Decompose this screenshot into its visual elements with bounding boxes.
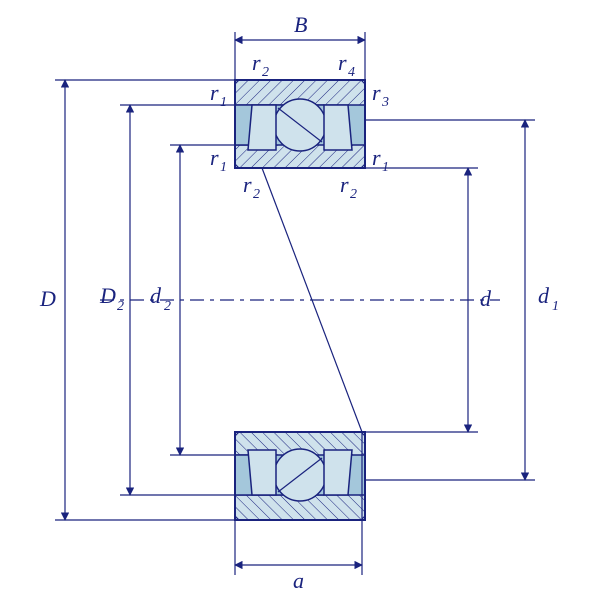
top-section	[235, 80, 365, 168]
svg-text:r: r	[252, 50, 261, 75]
label-d1: d	[538, 283, 550, 308]
label-B: B	[294, 12, 307, 37]
svg-text:r: r	[372, 80, 381, 105]
label-d2-sub: 2	[164, 299, 171, 314]
svg-text:2: 2	[350, 187, 357, 202]
svg-text:4: 4	[348, 65, 355, 80]
label-d: d	[480, 286, 492, 311]
label-d1-sub: 1	[552, 299, 559, 314]
svg-text:r: r	[338, 50, 347, 75]
bottom-section	[235, 432, 365, 520]
svg-text:r: r	[210, 80, 219, 105]
label-D2: D	[99, 283, 116, 308]
svg-text:r: r	[210, 145, 219, 170]
label-D2-sub: 2	[117, 299, 124, 314]
svg-text:2: 2	[253, 187, 260, 202]
label-a: a	[293, 568, 304, 593]
svg-text:2: 2	[262, 65, 269, 80]
svg-text:r: r	[243, 172, 252, 197]
svg-text:3: 3	[381, 95, 389, 110]
label-d2: d	[150, 283, 162, 308]
label-D: D	[39, 286, 56, 311]
svg-text:r: r	[372, 145, 381, 170]
bearing-diagram: B a D D 2 d 2 d d	[0, 0, 600, 600]
svg-text:1: 1	[220, 160, 227, 175]
svg-text:r: r	[340, 172, 349, 197]
svg-text:1: 1	[382, 160, 389, 175]
svg-text:1: 1	[220, 95, 227, 110]
